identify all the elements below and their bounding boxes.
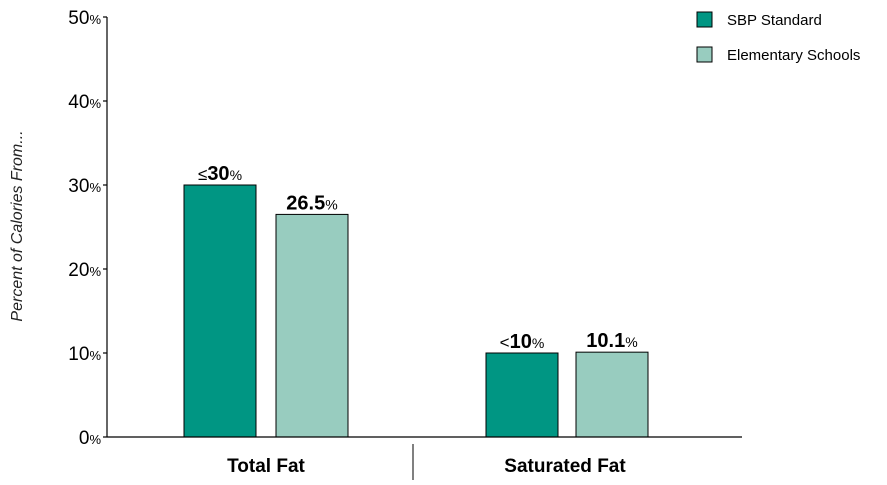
- bar: [275, 213, 349, 438]
- y-tick-number: 10: [68, 344, 89, 365]
- y-tick-label: 10%: [68, 344, 101, 365]
- bar: [485, 352, 559, 438]
- legend-label: SBP Standard: [727, 12, 822, 29]
- y-tick-label: 30%: [68, 176, 101, 197]
- y-tick-number: 20: [68, 260, 89, 281]
- data-label: ≤30%: [198, 163, 242, 185]
- legend-label: Elementary Schools: [727, 47, 860, 64]
- data-label-value: 10.1: [586, 330, 625, 352]
- y-tick-unit: %: [89, 180, 101, 195]
- data-label-unit: %: [230, 167, 242, 183]
- y-tick-label: 40%: [68, 92, 101, 113]
- legend-swatch: [696, 46, 713, 63]
- data-label-prefix: ≤: [198, 165, 207, 184]
- bars: [183, 184, 649, 438]
- y-tick-unit: %: [89, 432, 101, 447]
- y-tick-label: 20%: [68, 260, 101, 281]
- x-axis: Total Fat Saturated Fat: [107, 436, 742, 480]
- y-tick-number: 40: [68, 92, 89, 113]
- y-tick-unit: %: [89, 96, 101, 111]
- y-tick-number: 50: [68, 8, 89, 29]
- data-label-value: 30: [207, 163, 229, 185]
- y-axis-title: Percent of Calories From...: [9, 130, 26, 321]
- y-tick-number: 30: [68, 176, 89, 197]
- x-category-label: Total Fat: [227, 456, 305, 477]
- x-category-label: Saturated Fat: [504, 456, 626, 477]
- y-tick-unit: %: [89, 12, 101, 27]
- data-label: 10.1%: [586, 330, 637, 352]
- y-tick-number: 0: [79, 428, 90, 449]
- y-tick-label: 0%: [79, 428, 102, 449]
- data-label-unit: %: [532, 335, 544, 351]
- legend: SBP Standard Elementary Schools: [696, 11, 860, 64]
- data-label-prefix: <: [500, 333, 510, 352]
- data-label: 26.5%: [286, 192, 337, 214]
- data-label-value: 10: [510, 331, 532, 353]
- data-label-value: 26.5: [286, 192, 325, 214]
- y-axis: 0%10%20%30%40%50%: [68, 8, 108, 449]
- data-label: <10%: [500, 331, 545, 353]
- y-tick-unit: %: [89, 264, 101, 279]
- legend-swatch: [696, 11, 713, 28]
- y-tick-label: 50%: [68, 8, 101, 29]
- bar: [183, 184, 257, 438]
- data-label-unit: %: [625, 334, 637, 350]
- value-labels: ≤30%26.5%<10% 10.1%: [198, 163, 638, 353]
- bar: [575, 351, 649, 438]
- y-tick-unit: %: [89, 348, 101, 363]
- data-label-unit: %: [325, 196, 337, 212]
